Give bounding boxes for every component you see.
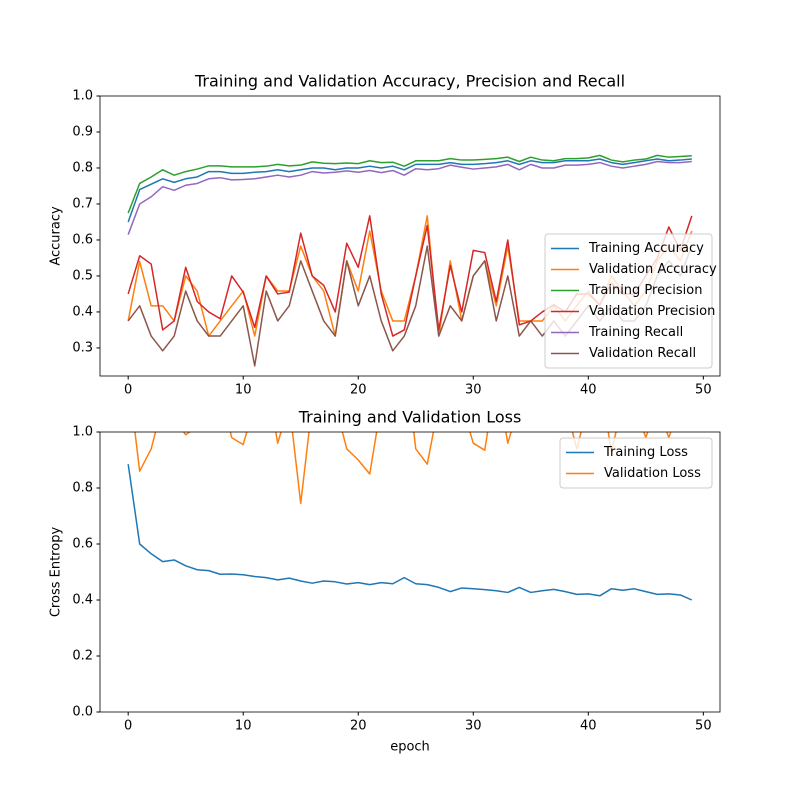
- y-tick-label: 0.6: [72, 232, 93, 247]
- series-line: [127, 464, 693, 601]
- y-tick-label: 1.0: [72, 425, 93, 440]
- legend-label: Training Accuracy: [588, 241, 704, 256]
- x-tick-label: 40: [580, 719, 597, 734]
- legend-box: [559, 437, 713, 489]
- legend-label: Training Precision: [588, 283, 702, 298]
- y-tick-label: 0.7: [72, 196, 93, 211]
- y-tick-label: 0.9: [72, 124, 93, 139]
- legend-label: Validation Loss: [604, 466, 701, 481]
- x-tick-label: 0: [124, 383, 132, 398]
- plot-area: [127, 432, 693, 601]
- x-tick-label: 10: [235, 719, 252, 734]
- y-axis-label: Cross Entropy: [49, 527, 64, 618]
- y-tick-label: 0.0: [72, 705, 93, 720]
- legend-label: Validation Recall: [589, 346, 696, 361]
- chart-title: Training and Validation Accuracy, Precis…: [194, 72, 625, 91]
- y-tick-label: 0.8: [72, 481, 93, 496]
- y-tick-label: 0.6: [72, 537, 93, 552]
- legend-label: Training Recall: [588, 325, 683, 340]
- y-tick-label: 0.3: [72, 340, 93, 355]
- y-axis-label: Accuracy: [49, 206, 64, 266]
- legend-label: Training Loss: [603, 445, 688, 460]
- y-tick-label: 0.2: [72, 649, 93, 664]
- x-axis-label: epoch: [390, 740, 430, 755]
- y-tick-label: 1.0: [72, 89, 93, 104]
- x-tick-label: 20: [350, 383, 367, 398]
- axes-frame: [99, 95, 721, 377]
- x-tick-label: 0: [124, 719, 132, 734]
- x-tick-label: 10: [235, 383, 252, 398]
- series-line: [127, 160, 692, 235]
- x-tick-label: 40: [580, 383, 597, 398]
- x-tick-label: 30: [465, 719, 482, 734]
- x-tick-label: 20: [350, 719, 367, 734]
- chart-title: Training and Validation Loss: [298, 408, 522, 427]
- y-tick-label: 0.8: [72, 160, 93, 175]
- y-tick-label: 0.4: [72, 593, 93, 608]
- series-line: [127, 158, 692, 223]
- y-tick-label: 0.4: [72, 304, 93, 319]
- axes-frame: [99, 431, 721, 713]
- x-tick-label: 30: [465, 383, 482, 398]
- series-line: [127, 154, 692, 214]
- legend-box: [544, 233, 713, 369]
- x-tick-label: 50: [695, 719, 712, 734]
- y-tick-label: 0.5: [72, 268, 93, 283]
- legend-label: Validation Precision: [589, 304, 715, 319]
- legend-label: Validation Accuracy: [589, 262, 717, 277]
- x-tick-label: 50: [695, 383, 712, 398]
- plot-area: [127, 154, 693, 367]
